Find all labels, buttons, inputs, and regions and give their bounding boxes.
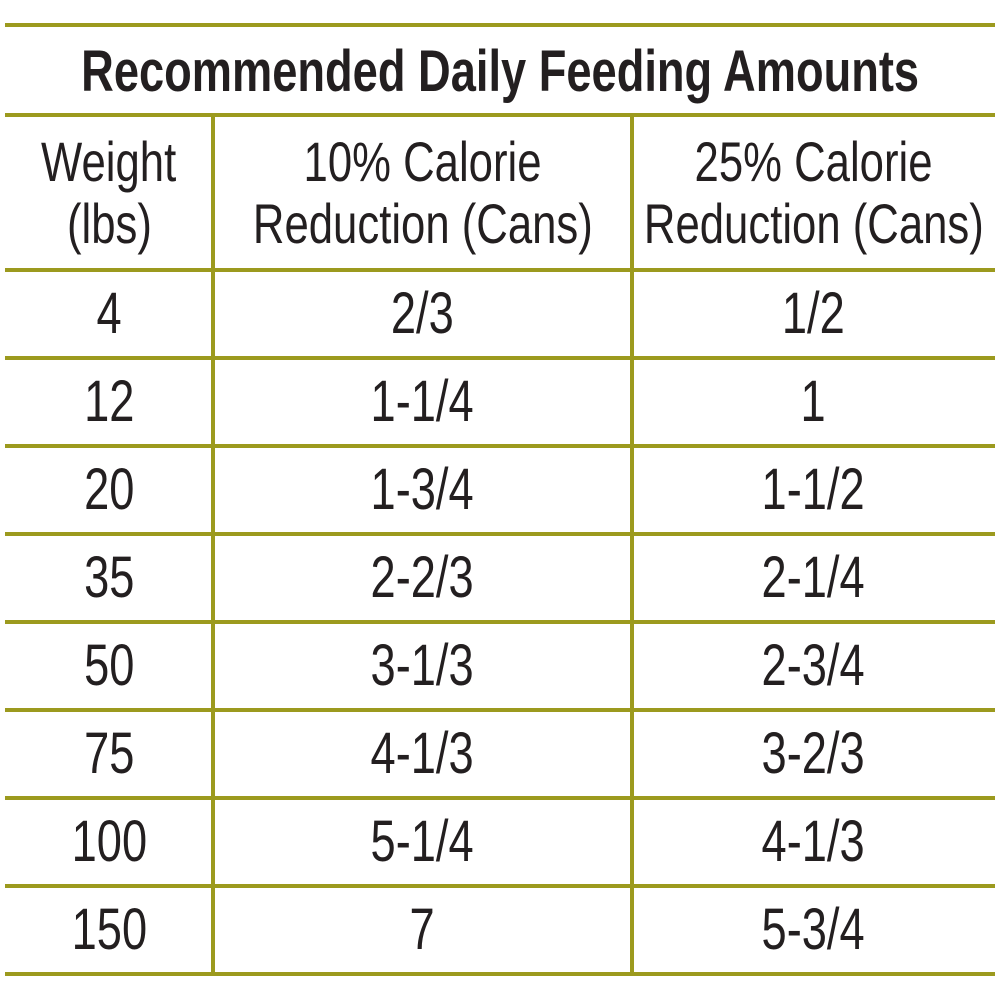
cell-text: 100 <box>71 809 147 875</box>
cell-text: 2-1/4 <box>761 545 866 611</box>
row-divider <box>5 972 995 976</box>
table-cell: 12 <box>5 358 213 446</box>
cell-text: 4-1/3 <box>370 721 475 787</box>
table-cell: 1 <box>632 358 995 446</box>
header-text: 25% Calorie <box>694 129 933 193</box>
cell-text: 1/2 <box>782 281 845 347</box>
cell-text: 50 <box>83 633 135 699</box>
header-cell: 10% Calorie Reduction (Cans) <box>213 115 632 270</box>
column-divider <box>630 115 634 974</box>
header-text: (lbs) <box>66 191 152 255</box>
row-divider <box>5 23 995 27</box>
cell-text: 5-3/4 <box>761 897 866 963</box>
cell-text: 4 <box>96 281 122 347</box>
cell-text: 2-2/3 <box>370 545 475 611</box>
header-cell: 25% Calorie Reduction (Cans) <box>632 115 995 270</box>
cell-text: 5-1/4 <box>370 809 475 875</box>
row-divider <box>5 884 995 888</box>
header-text: 10% Calorie <box>303 129 542 193</box>
table-cell: 35 <box>5 534 213 622</box>
row-divider <box>5 708 995 712</box>
header-text: Reduction (Cans) <box>252 191 593 255</box>
table-cell: 20 <box>5 446 213 534</box>
table-cell: 1-1/4 <box>213 358 632 446</box>
table-title: Recommended Daily Feeding Amounts <box>81 39 919 105</box>
table-cell: 4-1/3 <box>213 710 632 798</box>
table-cell: 4-1/3 <box>632 798 995 886</box>
row-divider <box>5 620 995 624</box>
row-divider <box>5 796 995 800</box>
table-cell: 1-3/4 <box>213 446 632 534</box>
cell-text: 75 <box>83 721 135 787</box>
table-cell: 1-1/2 <box>632 446 995 534</box>
header-text: Weight <box>41 129 177 193</box>
cell-text: 3-1/3 <box>370 633 475 699</box>
cell-text: 20 <box>83 457 135 523</box>
table-cell: 5-1/4 <box>213 798 632 886</box>
column-divider <box>211 115 215 974</box>
table-cell: 50 <box>5 622 213 710</box>
cell-text: 4-1/3 <box>761 809 866 875</box>
table-cell: 2-3/4 <box>632 622 995 710</box>
cell-text: 35 <box>83 545 135 611</box>
header-cell: Weight (lbs) <box>5 115 213 270</box>
table-cell: 150 <box>5 886 213 974</box>
cell-text: 1-1/2 <box>761 457 866 523</box>
cell-text: 1 <box>800 369 827 435</box>
cell-text: 7 <box>409 897 436 963</box>
title-cell: Recommended Daily Feeding Amounts <box>5 29 995 115</box>
table-cell: 4 <box>5 270 213 358</box>
table-cell: 3-1/3 <box>213 622 632 710</box>
cell-text: 2-3/4 <box>761 633 866 699</box>
table-cell: 100 <box>5 798 213 886</box>
table-cell: 7 <box>213 886 632 974</box>
cell-text: 1-1/4 <box>370 369 475 435</box>
cell-text: 2/3 <box>391 281 454 347</box>
table-cell: 2/3 <box>213 270 632 358</box>
table-cell: 2-1/4 <box>632 534 995 622</box>
cell-text: 12 <box>83 369 135 435</box>
row-divider <box>5 356 995 360</box>
row-divider <box>5 113 995 117</box>
table-cell: 75 <box>5 710 213 798</box>
row-divider <box>5 444 995 448</box>
table-cell: 5-3/4 <box>632 886 995 974</box>
table-cell: 1/2 <box>632 270 995 358</box>
row-divider <box>5 268 995 272</box>
header-text: Reduction (Cans) <box>643 191 984 255</box>
table-cell: 2-2/3 <box>213 534 632 622</box>
row-divider <box>5 532 995 536</box>
cell-text: 150 <box>71 897 147 963</box>
cell-text: 1-3/4 <box>370 457 475 523</box>
table-cell: 3-2/3 <box>632 710 995 798</box>
cell-text: 3-2/3 <box>761 721 866 787</box>
